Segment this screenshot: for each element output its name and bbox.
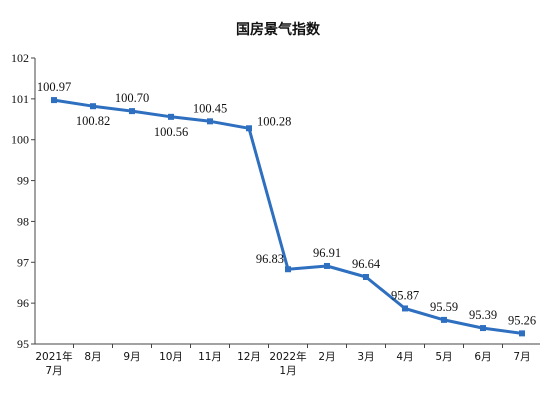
data-point bbox=[51, 97, 57, 104]
data-label: 100.28 bbox=[257, 114, 291, 128]
y-tick-label: 95 bbox=[17, 337, 29, 351]
x-tick-label: 6月 bbox=[474, 351, 491, 363]
data-label: 95.87 bbox=[391, 288, 419, 302]
y-tick-label: 101 bbox=[11, 92, 29, 106]
x-tick-label: 2021年 bbox=[35, 350, 72, 363]
data-label: 96.83 bbox=[256, 252, 284, 266]
y-tick-label: 98 bbox=[17, 214, 29, 228]
data-point bbox=[480, 325, 486, 332]
x-tick-label: 7月 bbox=[45, 365, 62, 377]
x-axis-ticks: 2021年 7月 8月 9月 10月 11月 12月 2022年 1月 2月 3月 4月 5月 6月 7月 bbox=[35, 344, 531, 377]
data-label: 95.59 bbox=[430, 300, 458, 314]
data-point bbox=[129, 108, 135, 115]
data-label: 96.64 bbox=[352, 257, 381, 271]
data-label: 100.97 bbox=[37, 80, 71, 94]
data-point bbox=[363, 273, 369, 280]
data-label: 96.91 bbox=[313, 246, 341, 260]
data-label: 100.56 bbox=[154, 125, 188, 139]
data-point bbox=[441, 316, 447, 323]
axes bbox=[34, 58, 540, 345]
y-tick-label: 100 bbox=[11, 133, 29, 147]
data-point bbox=[168, 113, 174, 120]
x-tick-label: 2022年 bbox=[269, 350, 306, 363]
x-tick-label: 4月 bbox=[396, 351, 413, 363]
y-tick-label: 99 bbox=[17, 174, 29, 188]
x-tick-label: 3月 bbox=[357, 351, 374, 363]
data-label: 100.45 bbox=[193, 101, 227, 115]
y-tick-label: 96 bbox=[17, 296, 29, 310]
data-point bbox=[324, 262, 330, 269]
data-point bbox=[246, 125, 252, 132]
y-axis-ticks: 95 96 97 98 99 100 101 102 bbox=[11, 51, 35, 351]
series-line bbox=[52, 98, 524, 335]
y-tick-label: 97 bbox=[17, 255, 29, 269]
x-tick-label: 10月 bbox=[159, 351, 183, 363]
data-points bbox=[51, 97, 525, 337]
data-label: 95.26 bbox=[508, 313, 536, 327]
data-label: 95.39 bbox=[469, 308, 497, 322]
data-point bbox=[402, 305, 408, 312]
x-tick-label: 8月 bbox=[84, 351, 101, 363]
data-point bbox=[90, 103, 96, 110]
x-tick-label: 7月 bbox=[513, 351, 530, 363]
x-tick-label: 5月 bbox=[435, 351, 452, 363]
y-tick-label: 102 bbox=[11, 51, 29, 65]
x-tick-label: 1月 bbox=[279, 365, 296, 377]
data-point bbox=[519, 330, 525, 337]
data-point bbox=[285, 266, 291, 273]
x-tick-label: 2月 bbox=[318, 351, 335, 363]
x-tick-label: 11月 bbox=[198, 351, 222, 363]
data-label: 100.82 bbox=[76, 114, 110, 128]
x-tick-label: 12月 bbox=[237, 351, 261, 363]
data-point bbox=[207, 118, 213, 125]
data-labels: 100.97 100.82 100.70 100.56 100.45 100.28 96.8… bbox=[37, 80, 536, 327]
data-label: 100.70 bbox=[115, 91, 149, 105]
x-tick-label: 9月 bbox=[123, 351, 140, 363]
chart-title: 国房景气指数 bbox=[236, 21, 321, 38]
